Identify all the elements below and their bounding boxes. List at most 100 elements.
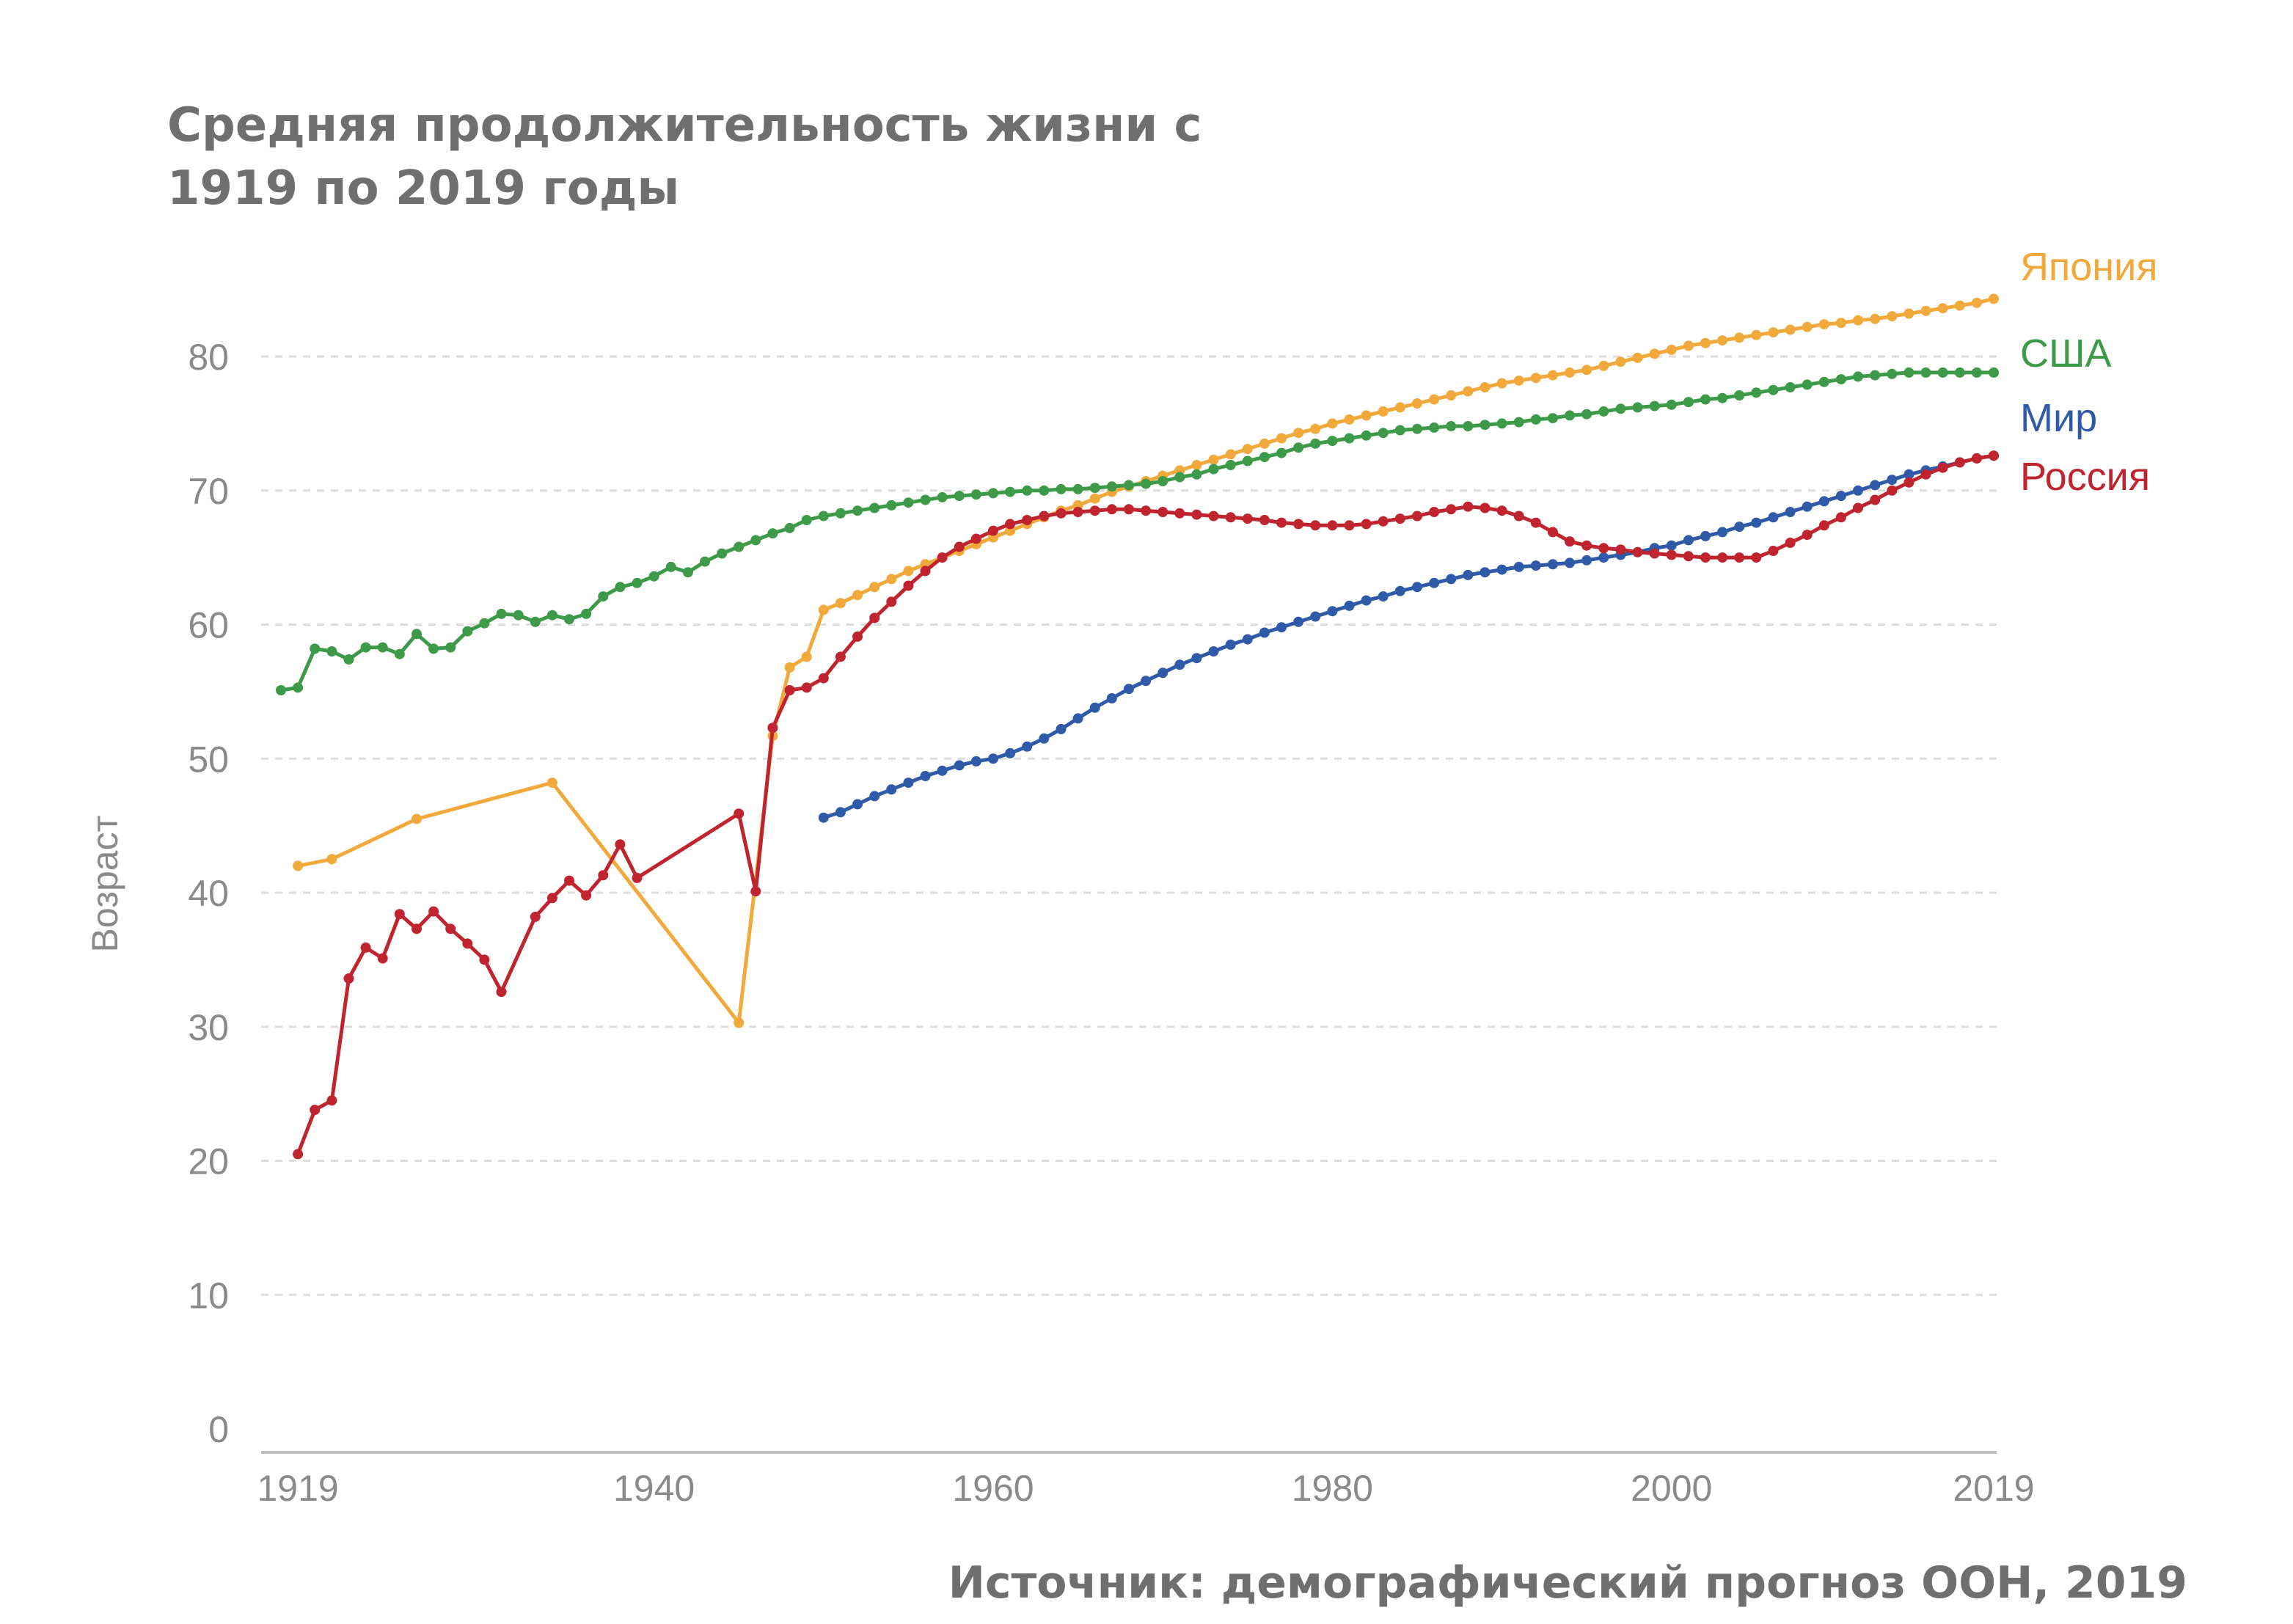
data-point-1-93 (1853, 371, 1863, 382)
data-point-0-75 (1954, 300, 1965, 311)
data-point-1-48 (1089, 483, 1100, 494)
data-point-1-63 (1344, 433, 1355, 444)
x-tick-label-1960: 1960 (952, 1468, 1034, 1509)
x-tick-label-1980: 1980 (1292, 1468, 1373, 1509)
data-point-1-22 (648, 571, 659, 582)
data-point-2-7 (937, 765, 948, 776)
data-point-2-18 (1123, 684, 1134, 695)
data-point-3-20 (734, 808, 745, 819)
data-point-3-16 (581, 890, 592, 901)
data-point-3-89 (1903, 477, 1915, 488)
data-point-1-97 (1920, 367, 1931, 378)
data-point-2-23 (1208, 646, 1219, 656)
data-point-3-68 (1547, 527, 1558, 538)
data-point-2-17 (1106, 693, 1117, 703)
data-point-2-61 (1853, 485, 1863, 496)
data-point-1-6 (377, 642, 388, 653)
series-3 (293, 450, 1999, 1160)
data-point-1-59 (1276, 447, 1287, 458)
data-point-2-56 (1768, 512, 1779, 523)
data-point-1-51 (1141, 478, 1152, 489)
data-point-2-39 (1480, 567, 1491, 578)
series-1 (276, 367, 1999, 695)
data-point-1-68 (1429, 422, 1440, 433)
data-point-1-70 (1463, 421, 1474, 431)
data-point-0-65 (1785, 324, 1796, 335)
data-point-2-30 (1327, 606, 1338, 617)
y-tick-label-30: 30 (188, 1007, 229, 1048)
data-point-3-54 (1310, 520, 1321, 531)
data-point-0-52 (1565, 367, 1575, 378)
data-point-1-91 (1818, 376, 1829, 387)
data-point-0-77 (1989, 293, 1999, 304)
data-point-0-8 (818, 604, 829, 615)
data-point-3-83 (1802, 530, 1813, 541)
data-point-3-39 (1056, 508, 1067, 519)
data-point-3-31 (920, 566, 931, 577)
data-point-0-57 (1649, 348, 1660, 359)
data-point-3-74 (1649, 548, 1660, 559)
data-point-3-75 (1666, 549, 1677, 560)
data-point-1-58 (1259, 452, 1270, 463)
data-point-1-94 (1870, 370, 1881, 381)
data-point-2-9 (970, 756, 981, 767)
data-point-3-28 (869, 612, 880, 623)
data-point-3-84 (1818, 520, 1829, 531)
data-point-1-20 (615, 582, 626, 593)
data-point-3-26 (835, 651, 846, 662)
data-point-3-9 (445, 923, 456, 934)
data-point-2-64 (1903, 469, 1915, 480)
data-point-0-58 (1666, 344, 1677, 355)
data-point-0-24 (1089, 493, 1100, 504)
data-point-3-8 (428, 906, 439, 917)
data-point-2-50 (1666, 540, 1677, 551)
data-point-3-47 (1191, 509, 1202, 520)
data-point-3-59 (1394, 513, 1405, 524)
data-point-3-80 (1751, 552, 1762, 563)
y-tick-label-80: 80 (188, 337, 229, 378)
data-point-1-15 (530, 616, 541, 627)
data-point-1-78 (1598, 406, 1609, 417)
data-point-3-24 (801, 682, 812, 693)
data-point-3-12 (496, 987, 507, 998)
data-point-3-60 (1412, 511, 1422, 522)
data-point-2-40 (1496, 564, 1507, 575)
data-point-3-11 (479, 954, 490, 965)
data-point-3-46 (1174, 508, 1185, 519)
data-point-2-27 (1276, 622, 1287, 633)
data-point-0-54 (1598, 360, 1609, 371)
data-point-3-35 (988, 525, 998, 536)
data-point-2-10 (988, 753, 998, 764)
data-point-1-34 (852, 505, 863, 516)
data-point-2-28 (1293, 616, 1304, 627)
series-label-1: США (2020, 332, 2112, 376)
data-point-3-14 (546, 893, 557, 904)
data-point-3-44 (1141, 505, 1152, 516)
data-point-0-60 (1700, 337, 1711, 348)
data-point-3-88 (1887, 485, 1898, 496)
data-point-2-1 (835, 807, 846, 818)
data-point-3-34 (970, 533, 981, 544)
data-point-1-54 (1191, 469, 1202, 480)
data-point-3-40 (1072, 507, 1083, 517)
data-point-1-65 (1378, 428, 1389, 439)
data-point-0-45 (1446, 390, 1457, 400)
data-point-2-51 (1683, 535, 1694, 546)
data-point-1-69 (1446, 421, 1457, 431)
x-tick-label-1940: 1940 (613, 1468, 695, 1509)
data-point-3-91 (1937, 462, 1948, 473)
y-tick-label-40: 40 (188, 873, 229, 914)
data-point-0-7 (801, 651, 812, 662)
data-point-0-76 (1971, 297, 1982, 308)
data-point-3-18 (615, 839, 626, 850)
data-point-1-3 (326, 646, 337, 656)
data-point-2-29 (1310, 611, 1321, 622)
data-point-0-36 (1293, 428, 1304, 439)
data-point-3-5 (377, 953, 388, 964)
data-point-0-62 (1734, 332, 1745, 343)
y-tick-label-70: 70 (188, 471, 229, 512)
data-point-0-6 (784, 662, 795, 673)
data-point-3-29 (886, 596, 897, 607)
x-tick-label-1919: 1919 (257, 1468, 339, 1509)
